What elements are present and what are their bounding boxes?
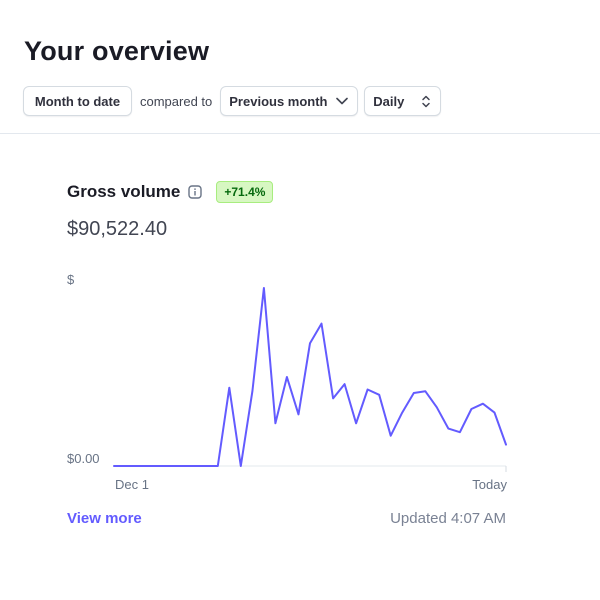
metric-amount: $90,522.40 xyxy=(67,218,168,240)
metric-header: Gross volume +71.4% xyxy=(67,180,274,204)
gross-volume-chart: $0.00 $ Dec 1 Today xyxy=(60,262,520,502)
x-tick-label: Dec 1 xyxy=(115,477,149,492)
compare-period-select[interactable]: Previous month xyxy=(220,86,359,116)
view-more-link[interactable]: View more xyxy=(67,510,142,527)
filter-bar: Month to date compared to Previous month… xyxy=(23,86,442,116)
y-tick-label: $ xyxy=(67,272,75,287)
page-title: Your overview xyxy=(24,36,210,66)
compare-period-label: Previous month xyxy=(229,93,328,109)
metric-title: Gross volume xyxy=(67,182,181,201)
x-tick-label: Today xyxy=(472,477,507,492)
interval-label: Daily xyxy=(373,93,405,109)
date-range-button[interactable]: Month to date xyxy=(23,86,132,116)
interval-select[interactable]: Daily xyxy=(364,86,442,116)
date-range-label: Month to date xyxy=(34,93,121,109)
y-tick-label: $0.00 xyxy=(67,451,100,466)
chart-svg: $0.00 $ Dec 1 Today xyxy=(67,272,507,492)
chevron-down-icon xyxy=(335,97,348,105)
info-icon[interactable] xyxy=(188,185,203,199)
change-badge: +71.4% xyxy=(216,181,274,203)
chevron-up-down-icon xyxy=(421,95,431,108)
section-divider xyxy=(0,133,600,134)
series-line xyxy=(113,287,507,467)
updated-timestamp: Updated 4:07 AM xyxy=(390,510,506,527)
compared-to-text: compared to xyxy=(140,93,213,109)
